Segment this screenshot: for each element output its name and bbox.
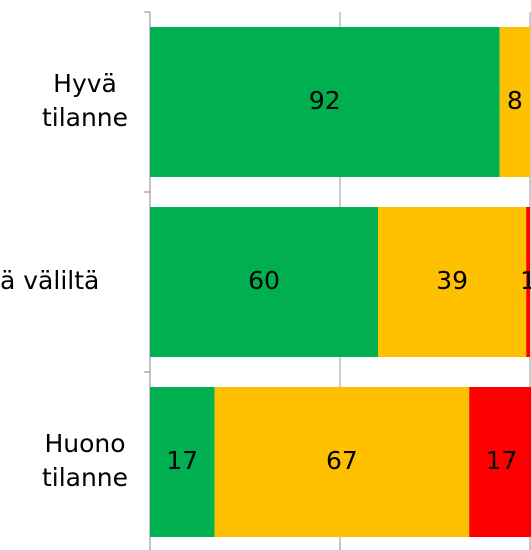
bar-segment bbox=[150, 207, 378, 357]
bar-segment bbox=[378, 207, 527, 357]
bar-segment bbox=[469, 387, 531, 537]
data-label: 8 bbox=[507, 86, 523, 115]
bar-segment bbox=[150, 387, 215, 537]
y-tick-label: tilanne bbox=[42, 463, 128, 492]
y-tick-label: ä väliltä bbox=[0, 266, 99, 295]
data-label: 67 bbox=[326, 446, 358, 475]
bar-segment bbox=[526, 207, 530, 357]
bar-segment bbox=[499, 27, 530, 177]
y-tick-label: Huono bbox=[44, 429, 125, 458]
data-label: 92 bbox=[309, 86, 341, 115]
bar-segment bbox=[150, 27, 500, 177]
data-label: 60 bbox=[248, 266, 280, 295]
data-label: 17 bbox=[486, 446, 518, 475]
y-tick-label: Hyvä bbox=[53, 69, 117, 98]
y-tick-label: tilanne bbox=[42, 103, 128, 132]
bar-segment bbox=[214, 387, 470, 537]
data-label: 1 bbox=[520, 266, 531, 295]
data-label: 39 bbox=[436, 266, 468, 295]
data-label: 17 bbox=[166, 446, 198, 475]
